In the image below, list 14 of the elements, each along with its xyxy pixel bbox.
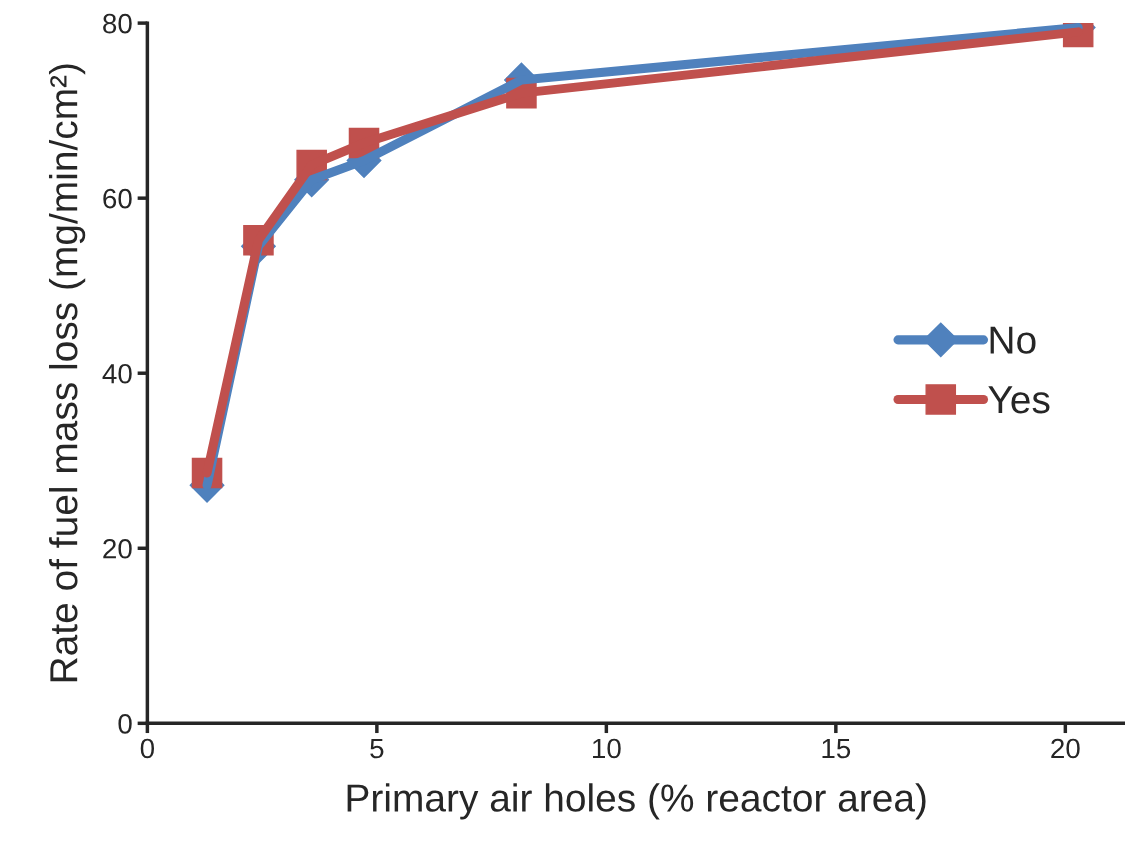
y-tick-label: 60 — [103, 188, 132, 209]
y-tick-label: 0 — [118, 713, 132, 734]
legend-label: No — [990, 326, 1036, 354]
x-tick-label: 15 — [822, 738, 851, 759]
y-tick-label: 40 — [102, 363, 132, 384]
legend-label: Yes — [988, 386, 1050, 414]
x-tick-label: 0 — [140, 738, 155, 759]
y-axis-title: Rate of fuel mass loss (mg/min/cm²) — [48, 64, 86, 682]
x-tick-label: 10 — [593, 738, 621, 759]
x-axis-title: Primary air holes (% reactor area) — [347, 783, 926, 820]
y-tick-label: 20 — [103, 538, 132, 559]
x-tick-label: 5 — [370, 738, 384, 759]
x-tick-label: 20 — [1051, 738, 1080, 759]
y-tick-label: 80 — [103, 13, 132, 34]
